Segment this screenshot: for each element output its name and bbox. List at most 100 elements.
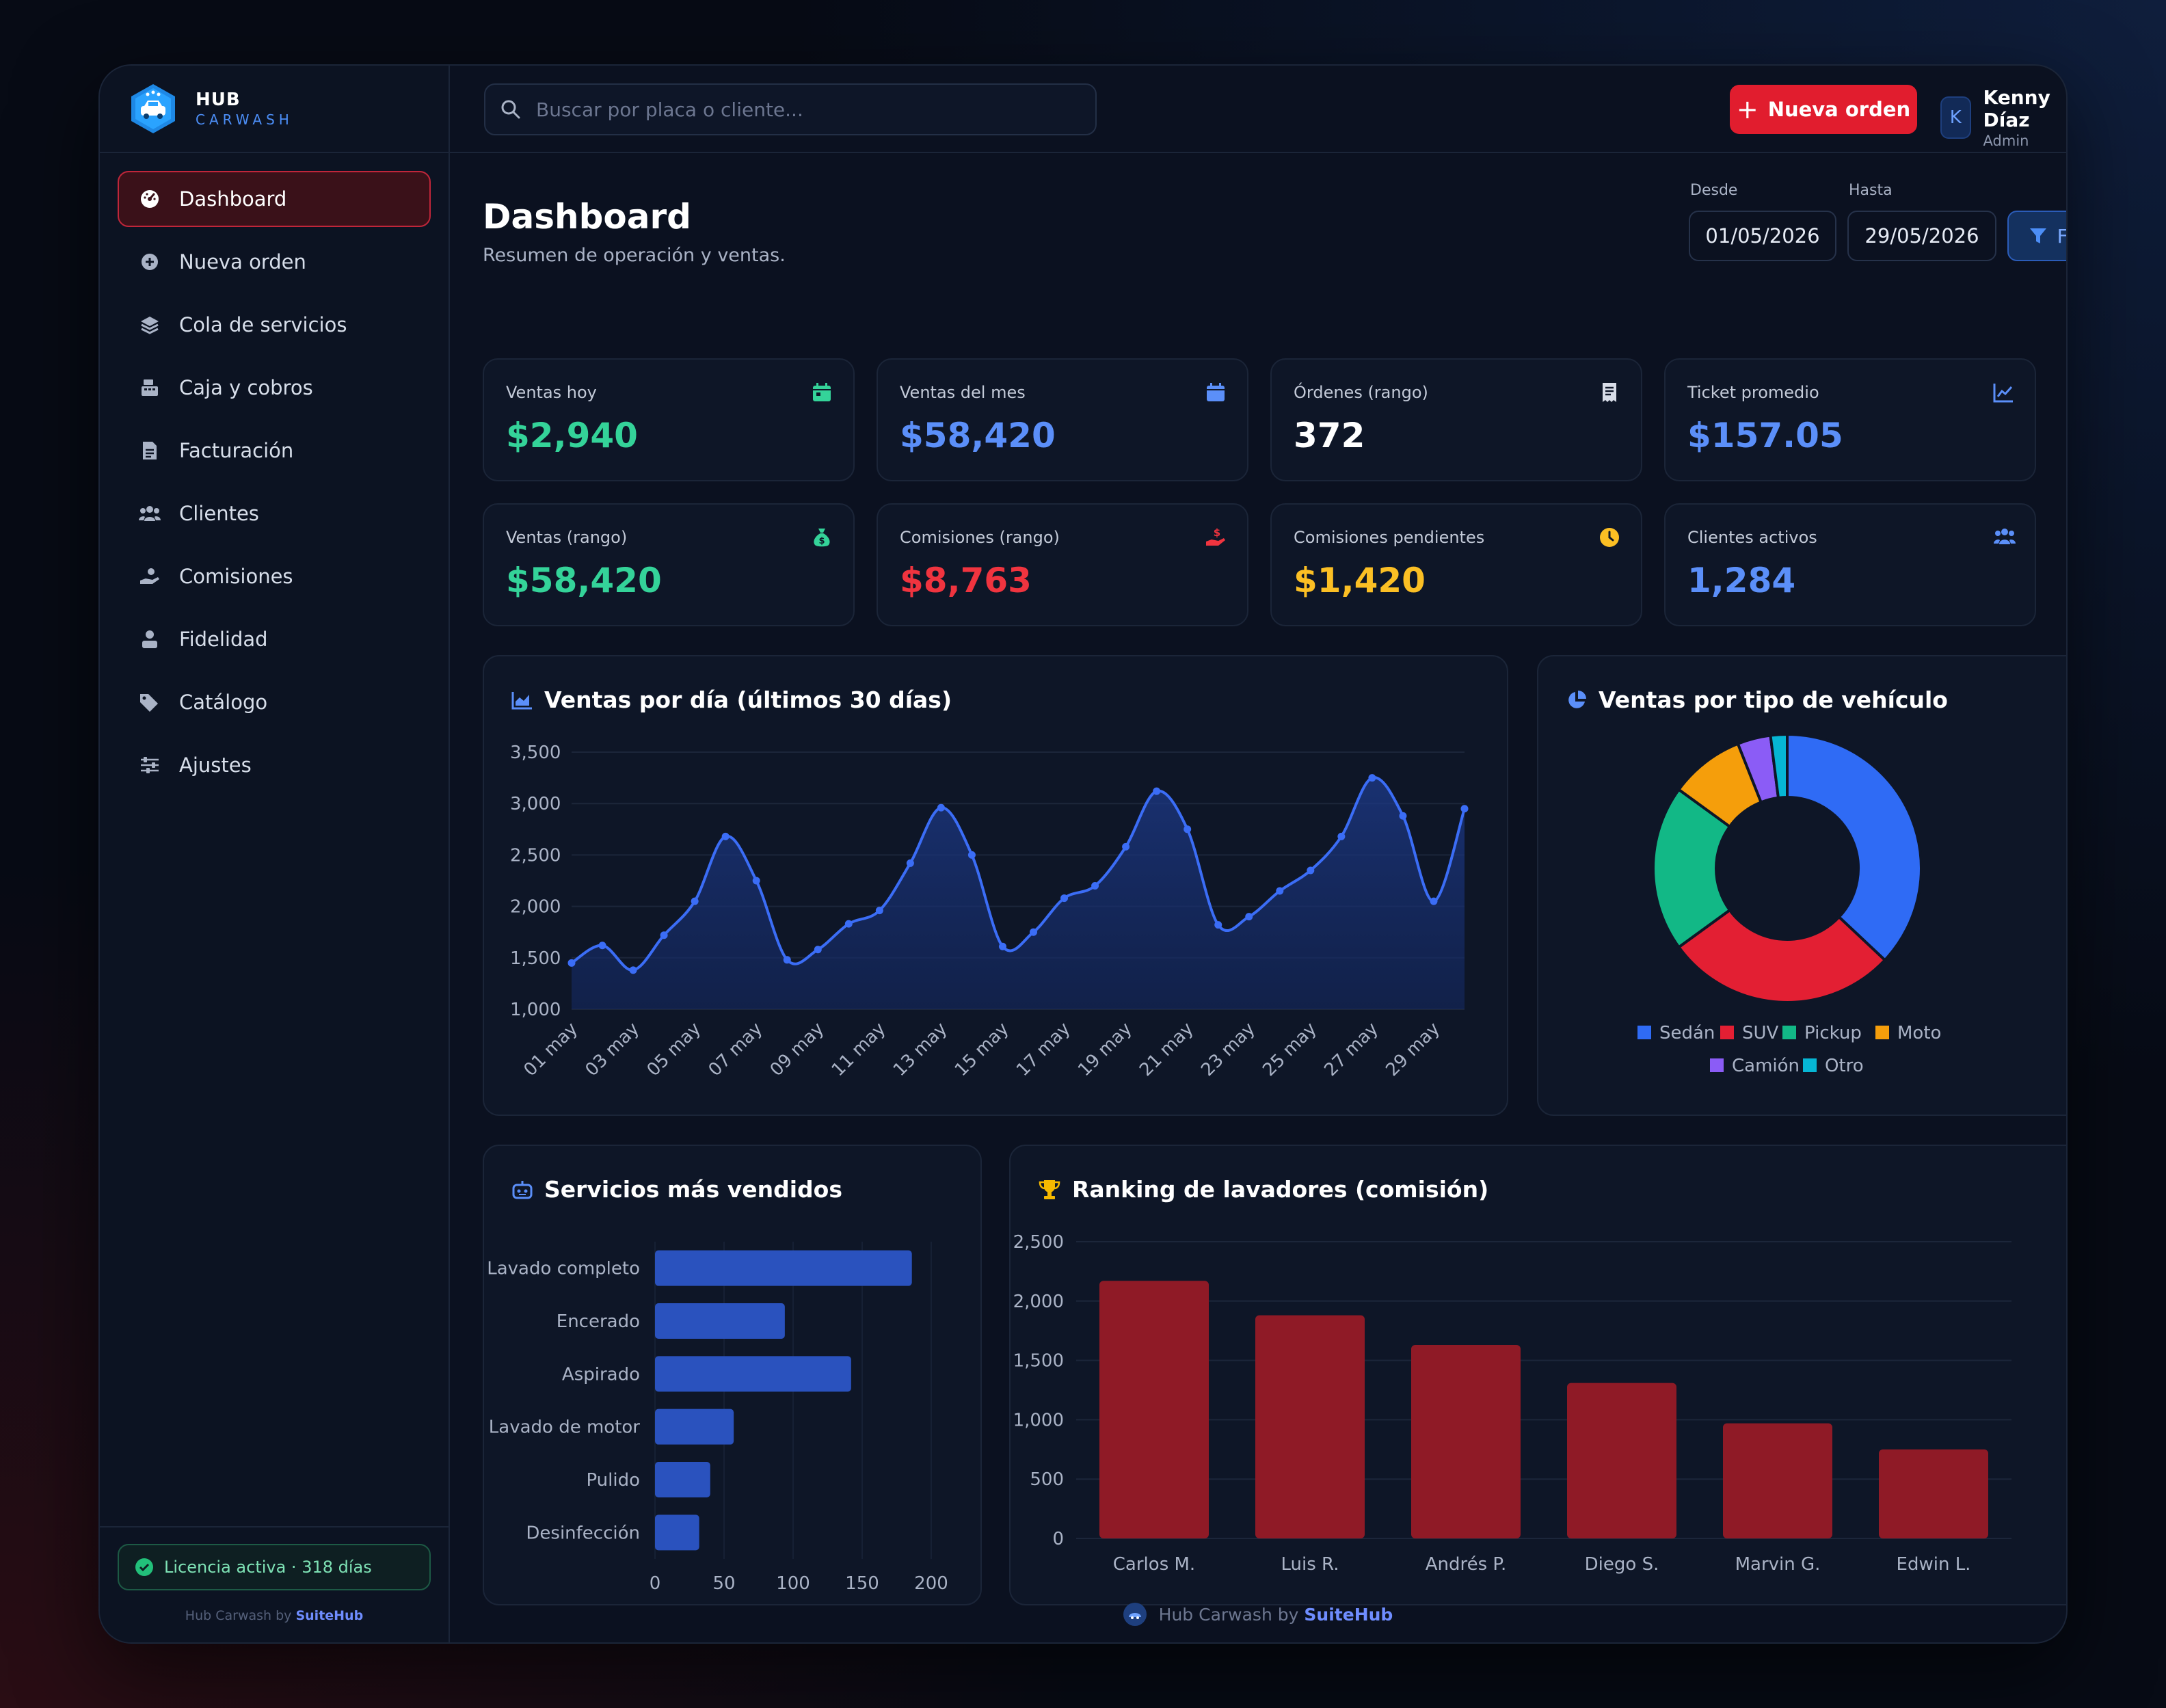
- washer-bar: [1255, 1315, 1365, 1538]
- x-category-label: Diego S.: [1585, 1554, 1659, 1575]
- brand-subtitle: CARWASH: [196, 111, 293, 128]
- y-tick-label: 500: [1030, 1469, 1064, 1490]
- x-tick-label: 03 may: [582, 1019, 644, 1081]
- x-category-label: Luis R.: [1281, 1554, 1339, 1575]
- from-label: Desde: [1690, 182, 1738, 199]
- svg-text:$: $: [1214, 526, 1220, 539]
- legend-label: Moto: [1897, 1023, 1941, 1043]
- sidebar-item-caja-y-cobros[interactable]: Caja y cobros: [118, 360, 431, 416]
- legend-swatch: [1782, 1026, 1796, 1039]
- vehicle-donut-chart: Sedán SUV Pickup Moto Camión Otro: [1637, 732, 1941, 1076]
- filter-button[interactable]: Filtrar: [2007, 211, 2067, 261]
- x-tick-label: 50: [712, 1573, 735, 1594]
- sidebar-item-label: Nueva orden: [179, 250, 306, 273]
- car-wash-logo-icon: [127, 83, 179, 135]
- donut-slice: [1769, 732, 1789, 800]
- x-tick-label: 21 may: [1136, 1019, 1198, 1081]
- legend-swatch: [1803, 1058, 1817, 1072]
- x-tick-label: 15 may: [951, 1019, 1013, 1081]
- sales-point: [1307, 866, 1315, 875]
- sales-point: [1399, 812, 1407, 820]
- sales-point: [937, 803, 945, 812]
- x-category-label: Marvin G.: [1735, 1554, 1821, 1575]
- tags-icon: [138, 691, 161, 714]
- users-icon: [138, 502, 161, 525]
- footer-brand-link[interactable]: SuiteHub: [1304, 1604, 1393, 1625]
- gauge-icon: [138, 187, 161, 211]
- y-tick-label: 2,000: [1013, 1292, 1064, 1312]
- washer-bar: [1099, 1281, 1209, 1538]
- sidebar-item-nueva-orden[interactable]: Nueva orden: [118, 234, 431, 290]
- y-category-label: Lavado completo: [487, 1259, 640, 1279]
- x-tick-label: 13 may: [890, 1019, 952, 1081]
- brand-title: HUB: [196, 90, 241, 110]
- sidebar-item-label: Fidelidad: [179, 628, 268, 651]
- sidebar-item-label: Caja y cobros: [179, 376, 313, 399]
- y-tick-label: 1,500: [510, 948, 561, 969]
- stat-card: Comisiones pendientes $1,420: [1270, 503, 1642, 626]
- y-tick-label: 2,500: [1013, 1232, 1064, 1253]
- sales-area-chart: 1,000 1,500 2,000 2,500 3,000 3,500 01 may 03 m…: [510, 743, 1469, 1081]
- legend-swatch: [1875, 1026, 1889, 1039]
- x-tick-label: 29 may: [1382, 1019, 1444, 1081]
- sales-point: [1153, 787, 1161, 795]
- x-tick-label: 07 may: [705, 1019, 767, 1081]
- x-tick-label: 05 may: [643, 1019, 706, 1081]
- search-input[interactable]: [536, 98, 1056, 121]
- stat-value: 372: [1294, 416, 1365, 455]
- stat-value: $58,420: [506, 561, 662, 600]
- vehicle-chart-title: Ventas por tipo de vehículo: [1599, 686, 1948, 713]
- sidebar-item-fidelidad[interactable]: Fidelidad: [118, 611, 431, 667]
- stat-value: 1,284: [1687, 561, 1796, 600]
- sidebar-item-catalogo[interactable]: Catálogo: [118, 674, 431, 730]
- stat-card: Ticket promedio $157.05: [1664, 358, 2036, 481]
- x-tick-label: 01 may: [520, 1019, 582, 1081]
- services-chart-title-row: Servicios más vendidos: [511, 1176, 842, 1203]
- donut-slice: [1676, 908, 1887, 1004]
- sales-point: [1091, 882, 1099, 890]
- sidebar-item-dashboard[interactable]: Dashboard: [118, 171, 431, 227]
- avatar: K: [1940, 96, 1971, 139]
- user-badge-icon: [138, 628, 161, 651]
- plus-circle-icon: [138, 250, 161, 273]
- stat-label: Comisiones pendientes: [1294, 528, 1485, 547]
- stat-label: Comisiones (rango): [900, 528, 1060, 547]
- sidebar-nav: Dashboard Nueva orden Cola de servicios …: [100, 153, 449, 818]
- user-menu[interactable]: K Kenny Díaz Admin: [1940, 86, 2066, 149]
- service-bar: [655, 1462, 710, 1497]
- sidebar-item-label: Facturación: [179, 439, 294, 462]
- user-role: Admin: [1983, 133, 2029, 149]
- filter-label: Filtrar: [2057, 224, 2067, 248]
- from-date-input[interactable]: 01/05/2026: [1689, 211, 1836, 261]
- sales-point: [691, 897, 699, 905]
- services-chart-title: Servicios más vendidos: [544, 1176, 842, 1203]
- invoice-icon: [138, 439, 161, 462]
- user-name: Kenny Díaz: [1983, 86, 2050, 131]
- sales-point: [1337, 832, 1346, 840]
- stat-card: Comisiones (rango) $8,763 $: [877, 503, 1248, 626]
- sales-point: [1368, 774, 1376, 782]
- check-circle-icon: [135, 1558, 153, 1576]
- sales-point: [1214, 921, 1222, 929]
- sidebar-item-label: Clientes: [179, 502, 259, 525]
- stat-card: Ventas (rango) $58,420 $: [483, 503, 855, 626]
- sales-point: [1460, 805, 1469, 813]
- x-tick-label: 17 may: [1013, 1019, 1075, 1081]
- sidebar-item-clientes[interactable]: Clientes: [118, 485, 431, 542]
- credit-brand-link[interactable]: SuiteHub: [295, 1608, 364, 1623]
- to-date-input[interactable]: 29/05/2026: [1847, 211, 1996, 261]
- sidebar-item-comisiones[interactable]: Comisiones: [118, 548, 431, 604]
- ranking-chart-title: Ranking de lavadores (comisión): [1072, 1176, 1489, 1203]
- sidebar-item-ajustes[interactable]: Ajustes: [118, 737, 431, 793]
- washers-ranking-card: Ranking de lavadores (comisión) 0 500 1,00…: [1009, 1145, 2066, 1605]
- services-bar-chart: 0 50 100 150 200 Lavado completo Encerado Aspir…: [487, 1242, 948, 1594]
- sidebar-item-facturacion[interactable]: Facturación: [118, 423, 431, 479]
- brand[interactable]: HUB CARWASH: [100, 66, 449, 153]
- sidebar-item-cola-de-servicios[interactable]: Cola de servicios: [118, 297, 431, 353]
- new-order-button[interactable]: + Nueva orden: [1730, 85, 1917, 134]
- search-box[interactable]: [484, 83, 1097, 135]
- sidebar-item-label: Comisiones: [179, 565, 293, 588]
- x-tick-label: 25 may: [1259, 1019, 1321, 1081]
- legend-label: Pickup: [1804, 1023, 1862, 1043]
- credit-prefix: Hub Carwash by: [185, 1608, 292, 1623]
